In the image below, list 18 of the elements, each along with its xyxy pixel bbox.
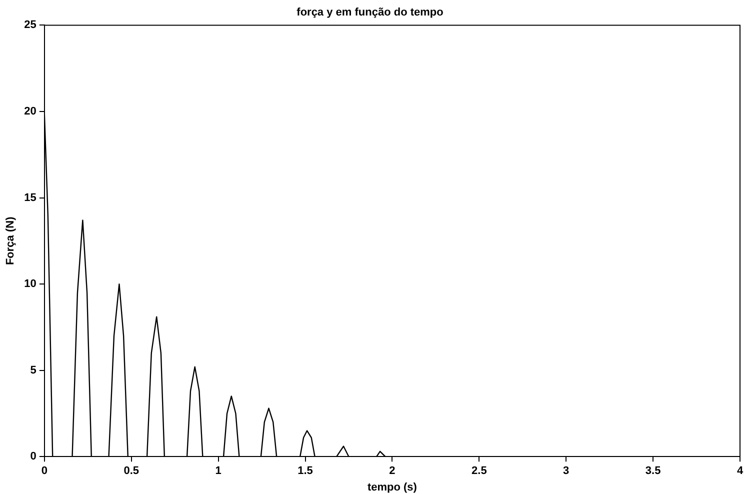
y-tick-label: 15 [24,192,36,204]
x-tick-label: 2 [389,465,396,478]
y-tick-label: 25 [24,19,36,32]
y-tick-label: 20 [24,106,36,118]
y-tick-label: 5 [30,364,36,376]
y-axis-title: Força (N) [4,216,17,266]
x-tick-label: 1.5 [298,465,313,478]
x-tick-label: 0.5 [124,465,140,478]
x-axis-title: tempo (s) [367,481,418,494]
x-tick-label: 3.5 [645,465,661,478]
x-tick-label: 3 [563,465,570,478]
x-tick-label: 2.5 [472,465,487,478]
chart-title: força y em função do tempo [296,6,444,19]
y-tick-label: 0 [30,450,36,463]
x-tick-label: 4 [736,465,744,478]
x-tick-label: 1 [215,465,222,478]
y-tick-label: 10 [24,278,36,290]
x-tick-label: 0 [41,465,48,478]
